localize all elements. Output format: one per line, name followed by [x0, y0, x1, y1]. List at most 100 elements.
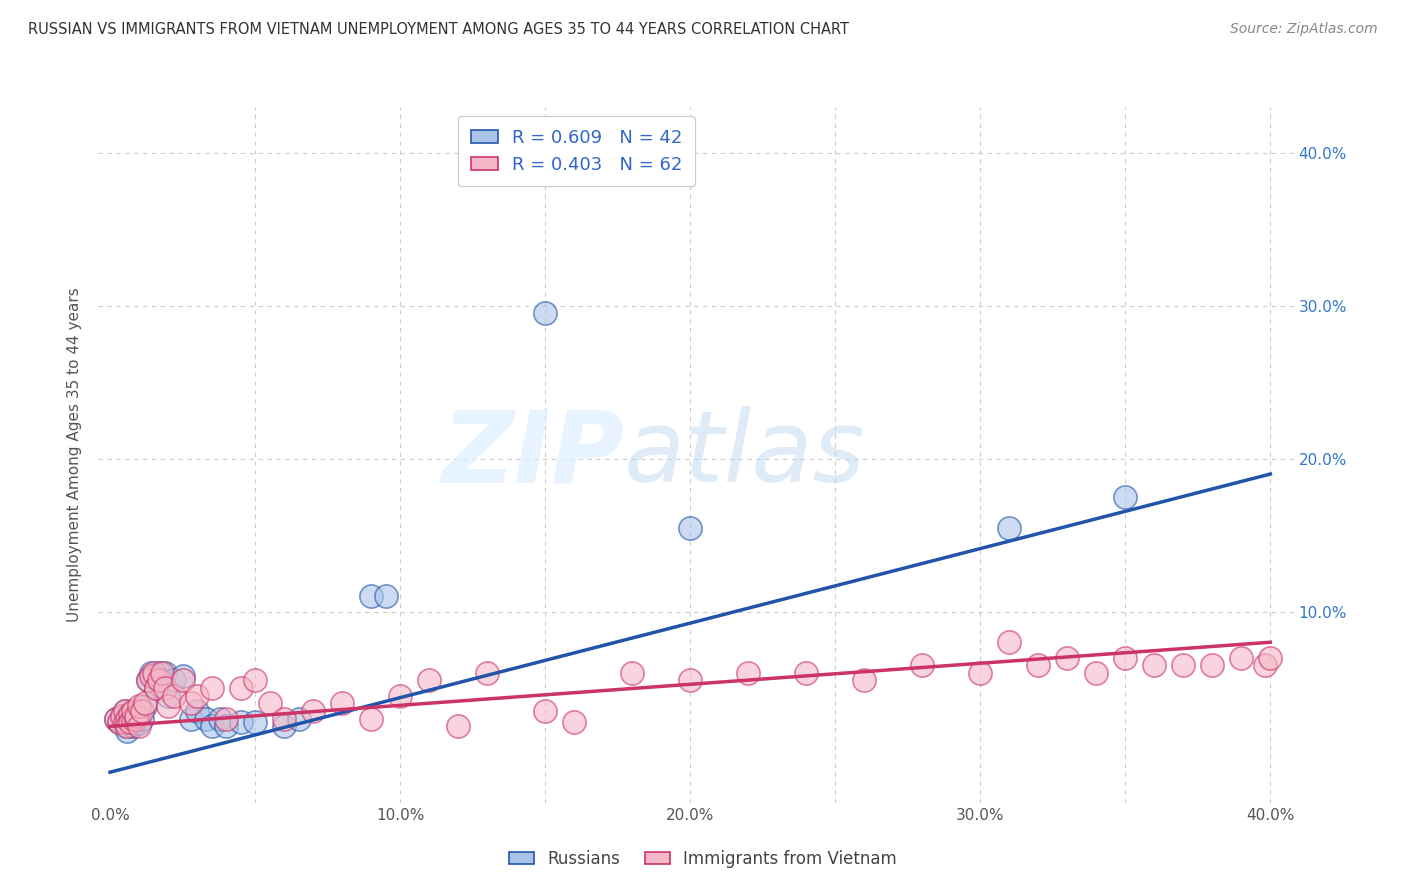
Point — [1230, 650, 1253, 665]
Point — [302, 704, 325, 718]
Point — [163, 689, 186, 703]
Point — [186, 704, 208, 718]
Point — [1026, 658, 1049, 673]
Point — [389, 689, 412, 703]
Point — [180, 712, 202, 726]
Point — [150, 673, 173, 688]
Point — [111, 708, 134, 723]
Text: Source: ZipAtlas.com: Source: ZipAtlas.com — [1230, 22, 1378, 37]
Point — [180, 697, 202, 711]
Point — [200, 719, 222, 733]
Point — [148, 665, 170, 680]
Point — [120, 707, 142, 722]
Point — [243, 673, 266, 688]
Point — [794, 665, 817, 680]
Point — [273, 712, 295, 726]
Point — [120, 714, 142, 729]
Point — [142, 665, 165, 680]
Point — [139, 669, 162, 683]
Point — [1253, 658, 1275, 673]
Point — [911, 658, 934, 673]
Point — [330, 697, 353, 711]
Point — [125, 708, 148, 723]
Point — [128, 704, 150, 718]
Point — [145, 681, 167, 695]
Point — [153, 681, 176, 695]
Point — [259, 697, 281, 711]
Point — [157, 699, 180, 714]
Point — [1173, 658, 1195, 673]
Point — [679, 673, 702, 688]
Point — [200, 681, 222, 695]
Point — [117, 723, 139, 738]
Point — [229, 714, 252, 729]
Point — [114, 714, 136, 729]
Point — [120, 707, 142, 722]
Point — [117, 712, 139, 726]
Point — [122, 719, 145, 733]
Text: RUSSIAN VS IMMIGRANTS FROM VIETNAM UNEMPLOYMENT AMONG AGES 35 TO 44 YEARS CORREL: RUSSIAN VS IMMIGRANTS FROM VIETNAM UNEMP… — [28, 22, 849, 37]
Point — [104, 712, 127, 726]
Point — [998, 635, 1021, 649]
Point — [374, 590, 396, 604]
Point — [287, 712, 309, 726]
Point — [136, 673, 159, 688]
Point — [215, 712, 238, 726]
Point — [534, 704, 557, 718]
Point — [1085, 665, 1108, 680]
Text: atlas: atlas — [624, 407, 866, 503]
Point — [229, 681, 252, 695]
Point — [128, 719, 150, 733]
Text: ZIP: ZIP — [441, 407, 624, 503]
Point — [142, 669, 165, 683]
Point — [125, 712, 148, 726]
Point — [128, 716, 150, 731]
Point — [273, 719, 295, 733]
Point — [114, 704, 136, 718]
Point — [114, 719, 136, 733]
Point — [114, 704, 136, 718]
Point — [139, 665, 162, 680]
Point — [1114, 490, 1136, 504]
Point — [117, 719, 139, 733]
Point — [562, 714, 585, 729]
Point — [120, 714, 142, 729]
Point — [998, 520, 1021, 534]
Y-axis label: Unemployment Among Ages 35 to 44 years: Unemployment Among Ages 35 to 44 years — [67, 287, 83, 623]
Point — [150, 665, 173, 680]
Point — [122, 712, 145, 726]
Point — [128, 699, 150, 714]
Point — [215, 719, 238, 733]
Legend: Russians, Immigrants from Vietnam: Russians, Immigrants from Vietnam — [502, 844, 904, 875]
Point — [1258, 650, 1281, 665]
Point — [243, 714, 266, 729]
Point — [104, 712, 127, 726]
Point — [134, 699, 156, 714]
Point — [447, 719, 470, 733]
Point — [172, 669, 194, 683]
Point — [1201, 658, 1223, 673]
Point — [148, 673, 170, 688]
Point — [145, 681, 167, 695]
Point — [969, 665, 991, 680]
Point — [172, 673, 194, 688]
Point — [621, 665, 644, 680]
Point — [360, 590, 382, 604]
Point — [737, 665, 759, 680]
Legend: R = 0.609   N = 42, R = 0.403   N = 62: R = 0.609 N = 42, R = 0.403 N = 62 — [458, 116, 695, 186]
Point — [1056, 650, 1078, 665]
Point — [186, 689, 208, 703]
Point — [194, 712, 217, 726]
Point — [153, 665, 176, 680]
Point — [125, 708, 148, 723]
Point — [131, 704, 153, 718]
Point — [117, 712, 139, 726]
Point — [163, 673, 186, 688]
Point — [360, 712, 382, 726]
Point — [157, 689, 180, 703]
Point — [475, 665, 498, 680]
Point — [534, 306, 557, 320]
Point — [209, 712, 232, 726]
Point — [131, 712, 153, 726]
Point — [136, 673, 159, 688]
